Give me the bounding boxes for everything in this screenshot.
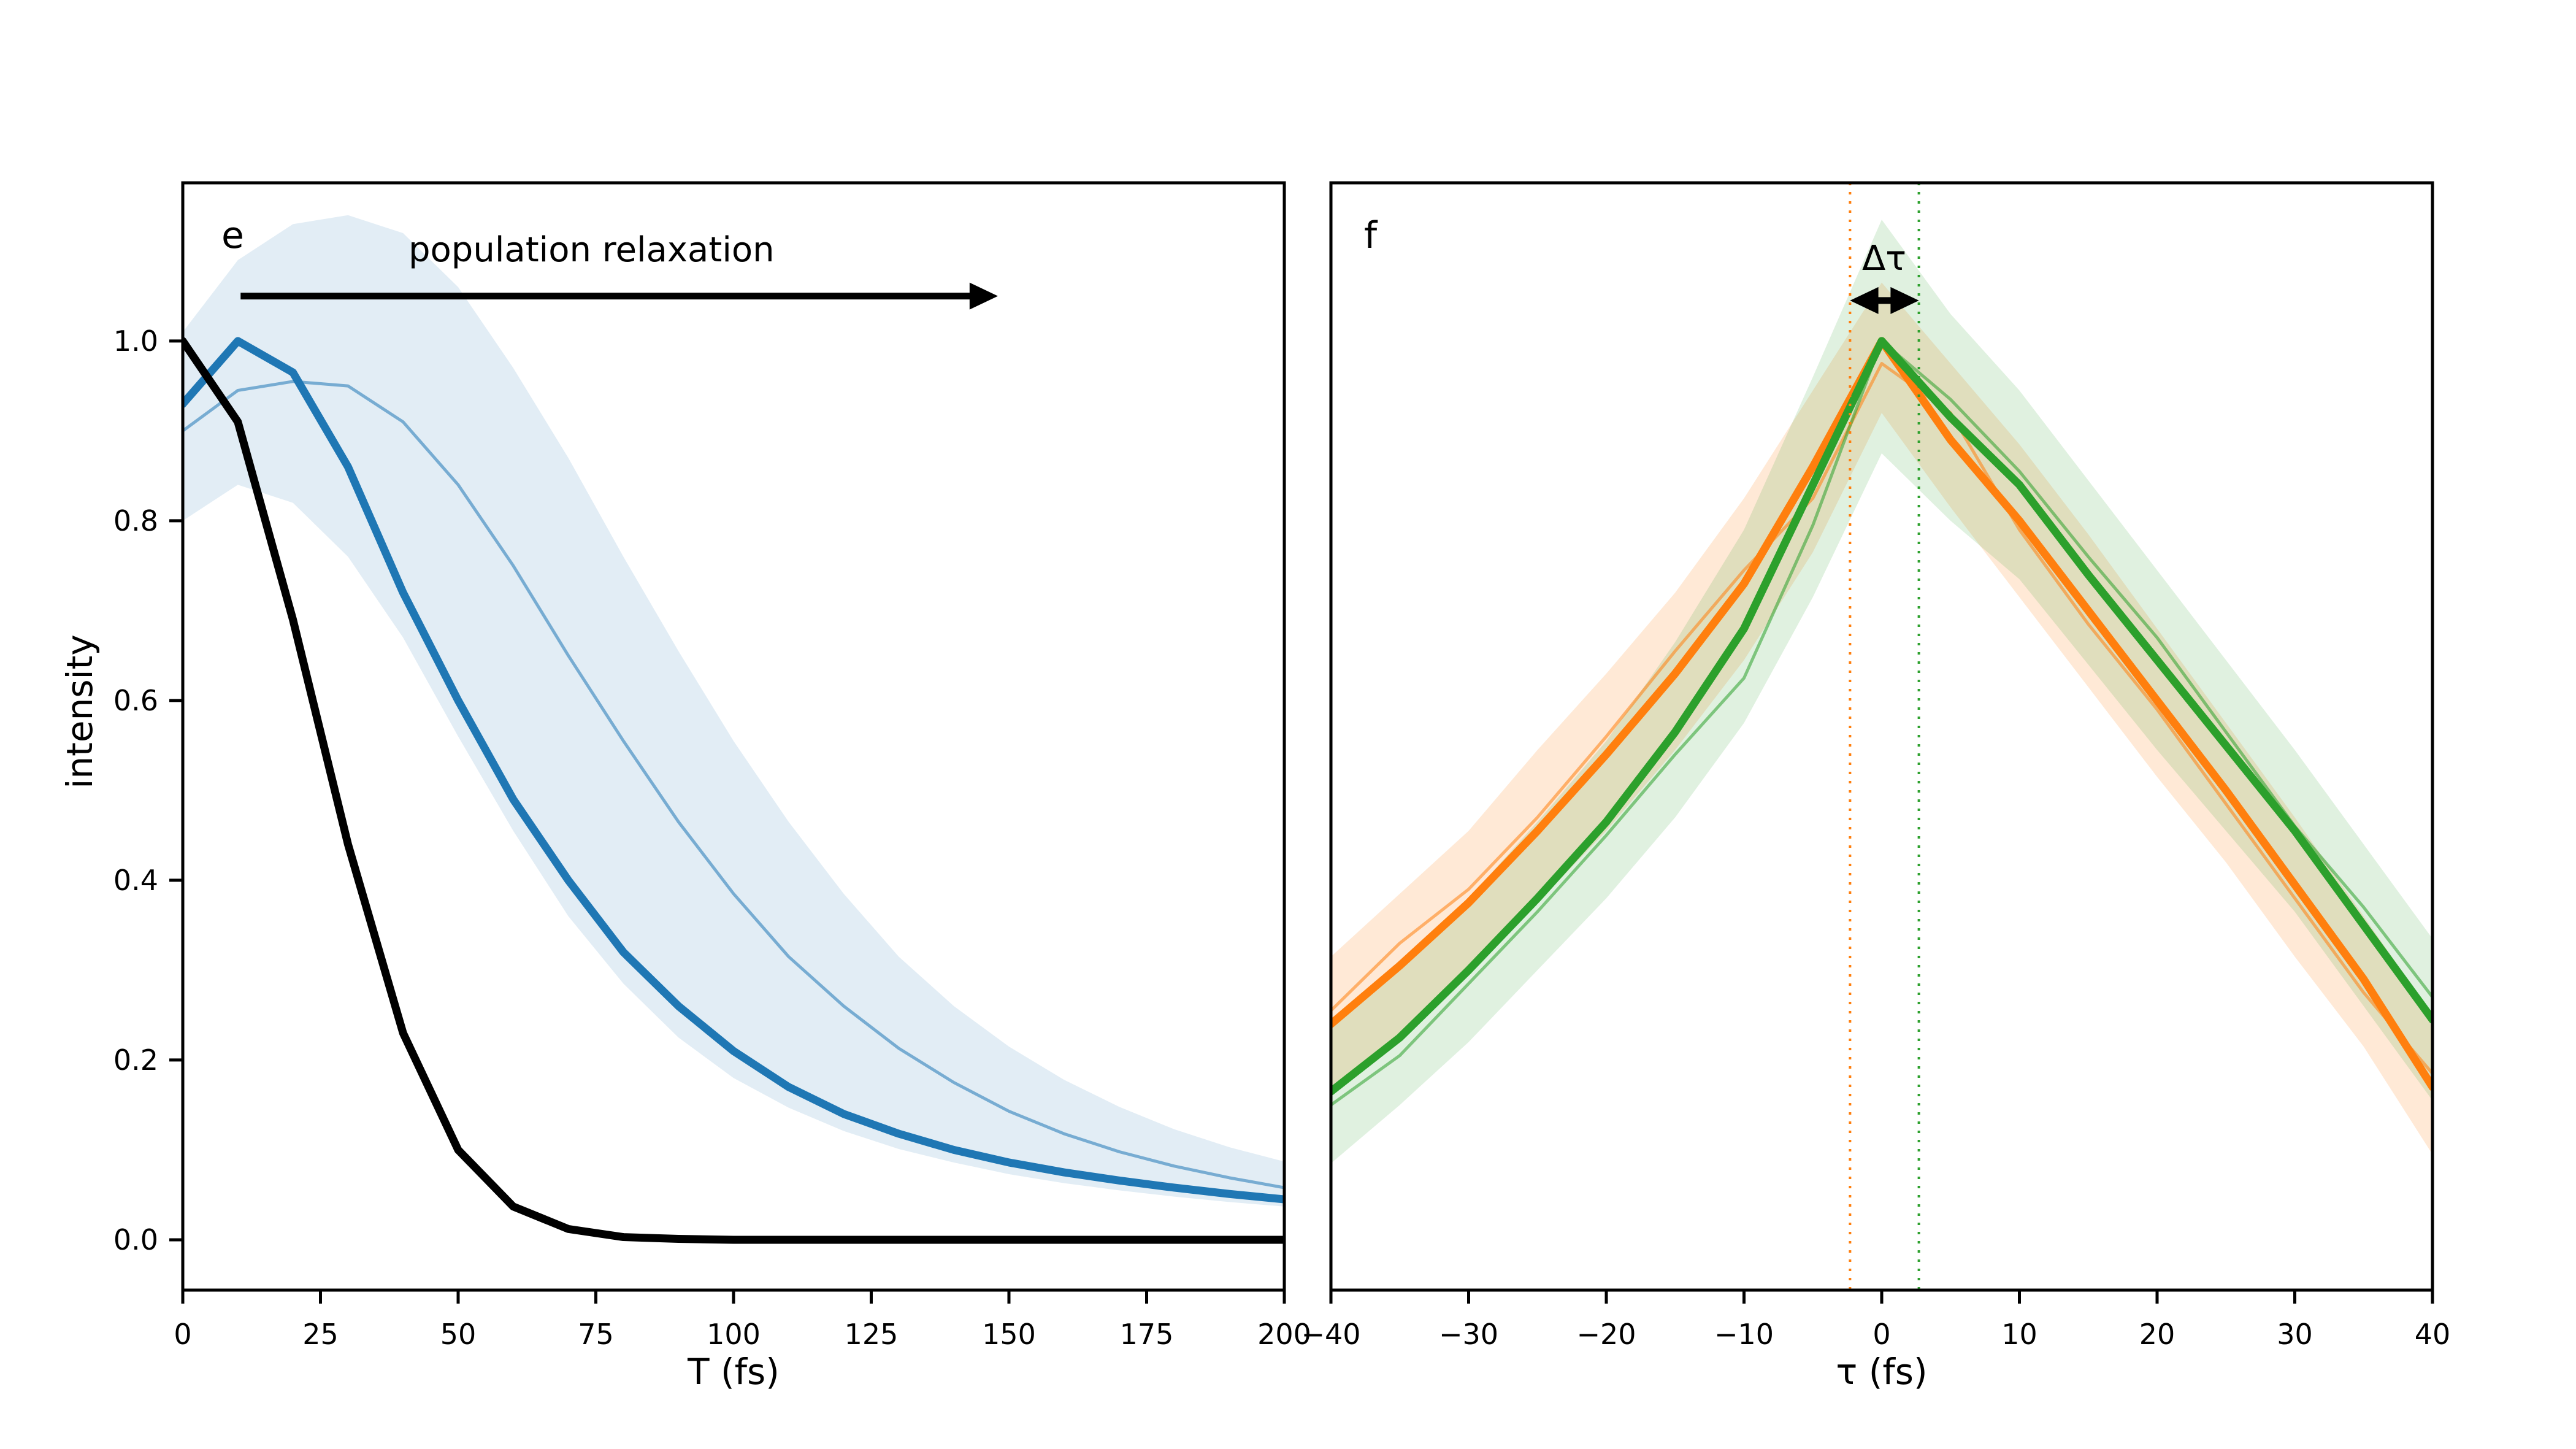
x-tick-label: 30: [2277, 1318, 2313, 1351]
black-line: [183, 337, 1284, 1244]
x-tick-label: −30: [1439, 1318, 1498, 1351]
plot-area-e: [183, 215, 1284, 1244]
x-tick-label: 100: [707, 1318, 761, 1351]
annotation-arrow-head: [969, 282, 999, 310]
x-tick-label: 75: [578, 1318, 614, 1351]
annotation-arrow-head: [1890, 286, 1919, 314]
population-relaxation-annotation: population relaxation: [408, 230, 775, 270]
x-tick-label: 20: [2139, 1318, 2175, 1351]
y-axis-label-e: intensity: [59, 634, 101, 788]
x-tick-label: 0: [1873, 1318, 1890, 1351]
blue-thin-line: [183, 380, 1284, 1190]
orange-shaded-band: [1331, 282, 2432, 1155]
y-tick-label: 0.6: [113, 684, 158, 717]
x-tick-label: 0: [174, 1318, 191, 1351]
orange-thin-line: [1331, 361, 2432, 1075]
panel-f-plot: −40 −30 −20 −10 0 10 20 30 40: [1301, 181, 2451, 1351]
y-tick-label: 0.8: [113, 504, 158, 537]
x-axis-label-f: τ (fs): [1836, 1351, 1927, 1393]
green-thick-line: [1331, 337, 2432, 1096]
blue-shaded-band: [183, 215, 1284, 1207]
x-tick-label: 40: [2415, 1318, 2451, 1351]
blue-thick-line: [183, 337, 1284, 1204]
x-tick-label: 50: [440, 1318, 477, 1351]
plot-area-f: [1331, 183, 2432, 1290]
panel-f-letter: f: [1364, 214, 1378, 257]
panel-e-letter: e: [221, 214, 244, 257]
y-tick-label: 0.0: [113, 1223, 158, 1256]
x-tick-label: −20: [1576, 1318, 1636, 1351]
x-tick-label: −40: [1301, 1318, 1360, 1351]
panel-e-plot: 0 25 50 75 100 125 150 175 200 0.0 0.2 0.4 0.6 0.8 1.0: [113, 181, 1311, 1351]
y-tick-label: 0.2: [113, 1044, 158, 1077]
x-axis-label-e: T (fs): [687, 1351, 780, 1393]
x-tick-label: 200: [1257, 1318, 1311, 1351]
x-tick-label: 175: [1120, 1318, 1174, 1351]
y-tick-label: 0.4: [113, 864, 158, 897]
x-tick-label: −10: [1714, 1318, 1774, 1351]
x-tick-label: 150: [982, 1318, 1036, 1351]
x-tick-label: 25: [302, 1318, 339, 1351]
x-tick-label: 125: [845, 1318, 899, 1351]
annotation-arrow-head: [1850, 286, 1879, 314]
x-tick-label: 10: [2001, 1318, 2037, 1351]
green-shaded-band: [1331, 220, 2432, 1164]
y-tick-label: 1.0: [113, 325, 158, 358]
delta-tau-annotation: Δτ: [1862, 239, 1906, 279]
